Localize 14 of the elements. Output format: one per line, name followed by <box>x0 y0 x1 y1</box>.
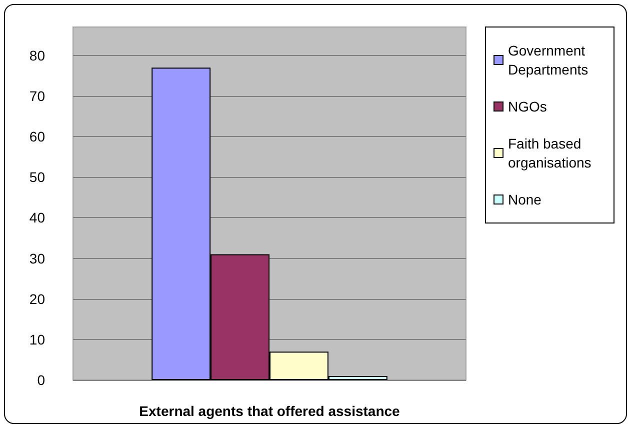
x-axis-title: External agents that offered assistance <box>139 403 400 419</box>
y-tick-label: 50 <box>29 169 46 186</box>
legend-label: NGOs <box>508 98 547 114</box>
y-tick-label: 10 <box>29 331 46 348</box>
legend-label: Faith based organisations <box>508 136 592 170</box>
y-tick-label: 70 <box>29 88 46 104</box>
y-tick-label: 30 <box>29 250 46 266</box>
y-tick-label: 20 <box>29 290 46 307</box>
y-tick-label: 40 <box>29 210 46 226</box>
y-tick-label: 0 <box>37 372 46 388</box>
legend-label: Government Departments <box>508 42 589 78</box>
y-tick-label: 80 <box>29 47 46 64</box>
y-tick-label: 60 <box>29 128 46 145</box>
legend-label: None <box>508 192 542 208</box>
